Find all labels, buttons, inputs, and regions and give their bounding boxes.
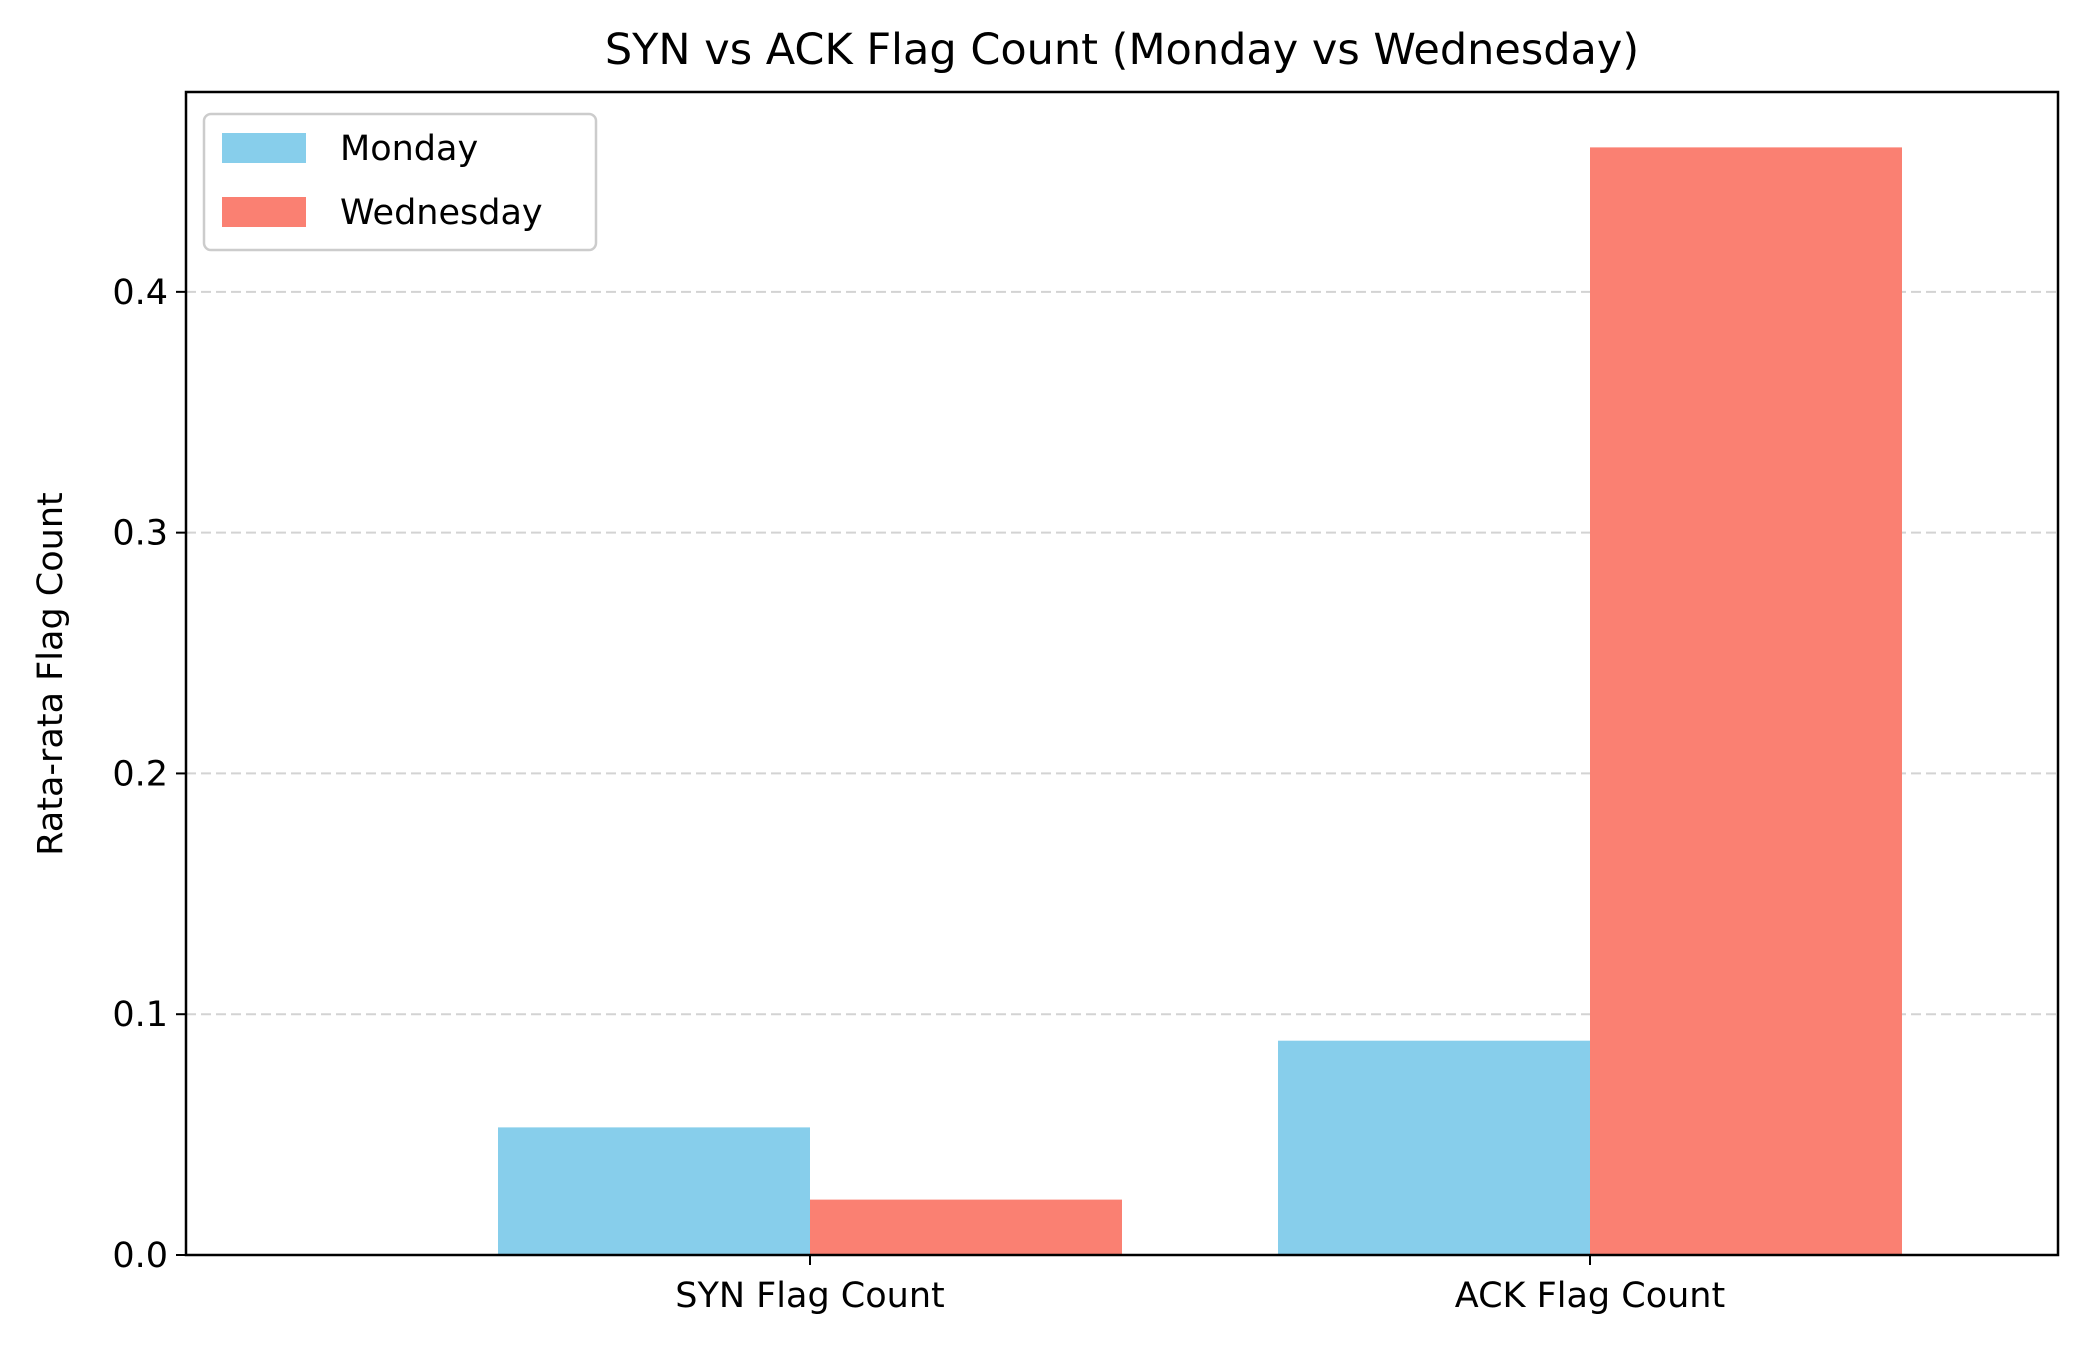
bar-wednesday-syn (810, 1199, 1122, 1255)
legend-swatch-wednesday (222, 197, 306, 227)
legend-swatch-monday (222, 133, 306, 163)
plot-frame (184, 90, 2060, 1257)
legend-label-monday: Monday (340, 129, 478, 169)
y-tick-label: 0.3 (112, 514, 168, 554)
x-tick-label: ACK Flag Count (1455, 1276, 1725, 1316)
bar-wednesday-ack (1590, 147, 1902, 1255)
bar-monday-ack (1278, 1040, 1590, 1255)
y-tick-label: 0.1 (112, 995, 168, 1035)
y-tick-label: 0.2 (112, 754, 168, 794)
chart-title: SYN vs ACK Flag Count (Monday vs Wednesd… (605, 25, 1639, 75)
x-tick-label: SYN Flag Count (675, 1276, 945, 1316)
bars (498, 147, 1902, 1255)
legend-label-wednesday: Wednesday (340, 193, 543, 233)
y-tick-label: 0.4 (112, 273, 168, 313)
y-axis-label: Rata-rata Flag Count (31, 492, 71, 856)
bar-monday-syn (498, 1127, 810, 1255)
y-tick-label: 0.0 (112, 1236, 168, 1276)
y-axis-ticks: 0.0 0.1 0.2 0.3 0.4 (112, 273, 186, 1276)
legend: Monday Wednesday (202, 112, 598, 252)
x-axis-ticks: SYN Flag Count ACK Flag Count (675, 1255, 1725, 1316)
